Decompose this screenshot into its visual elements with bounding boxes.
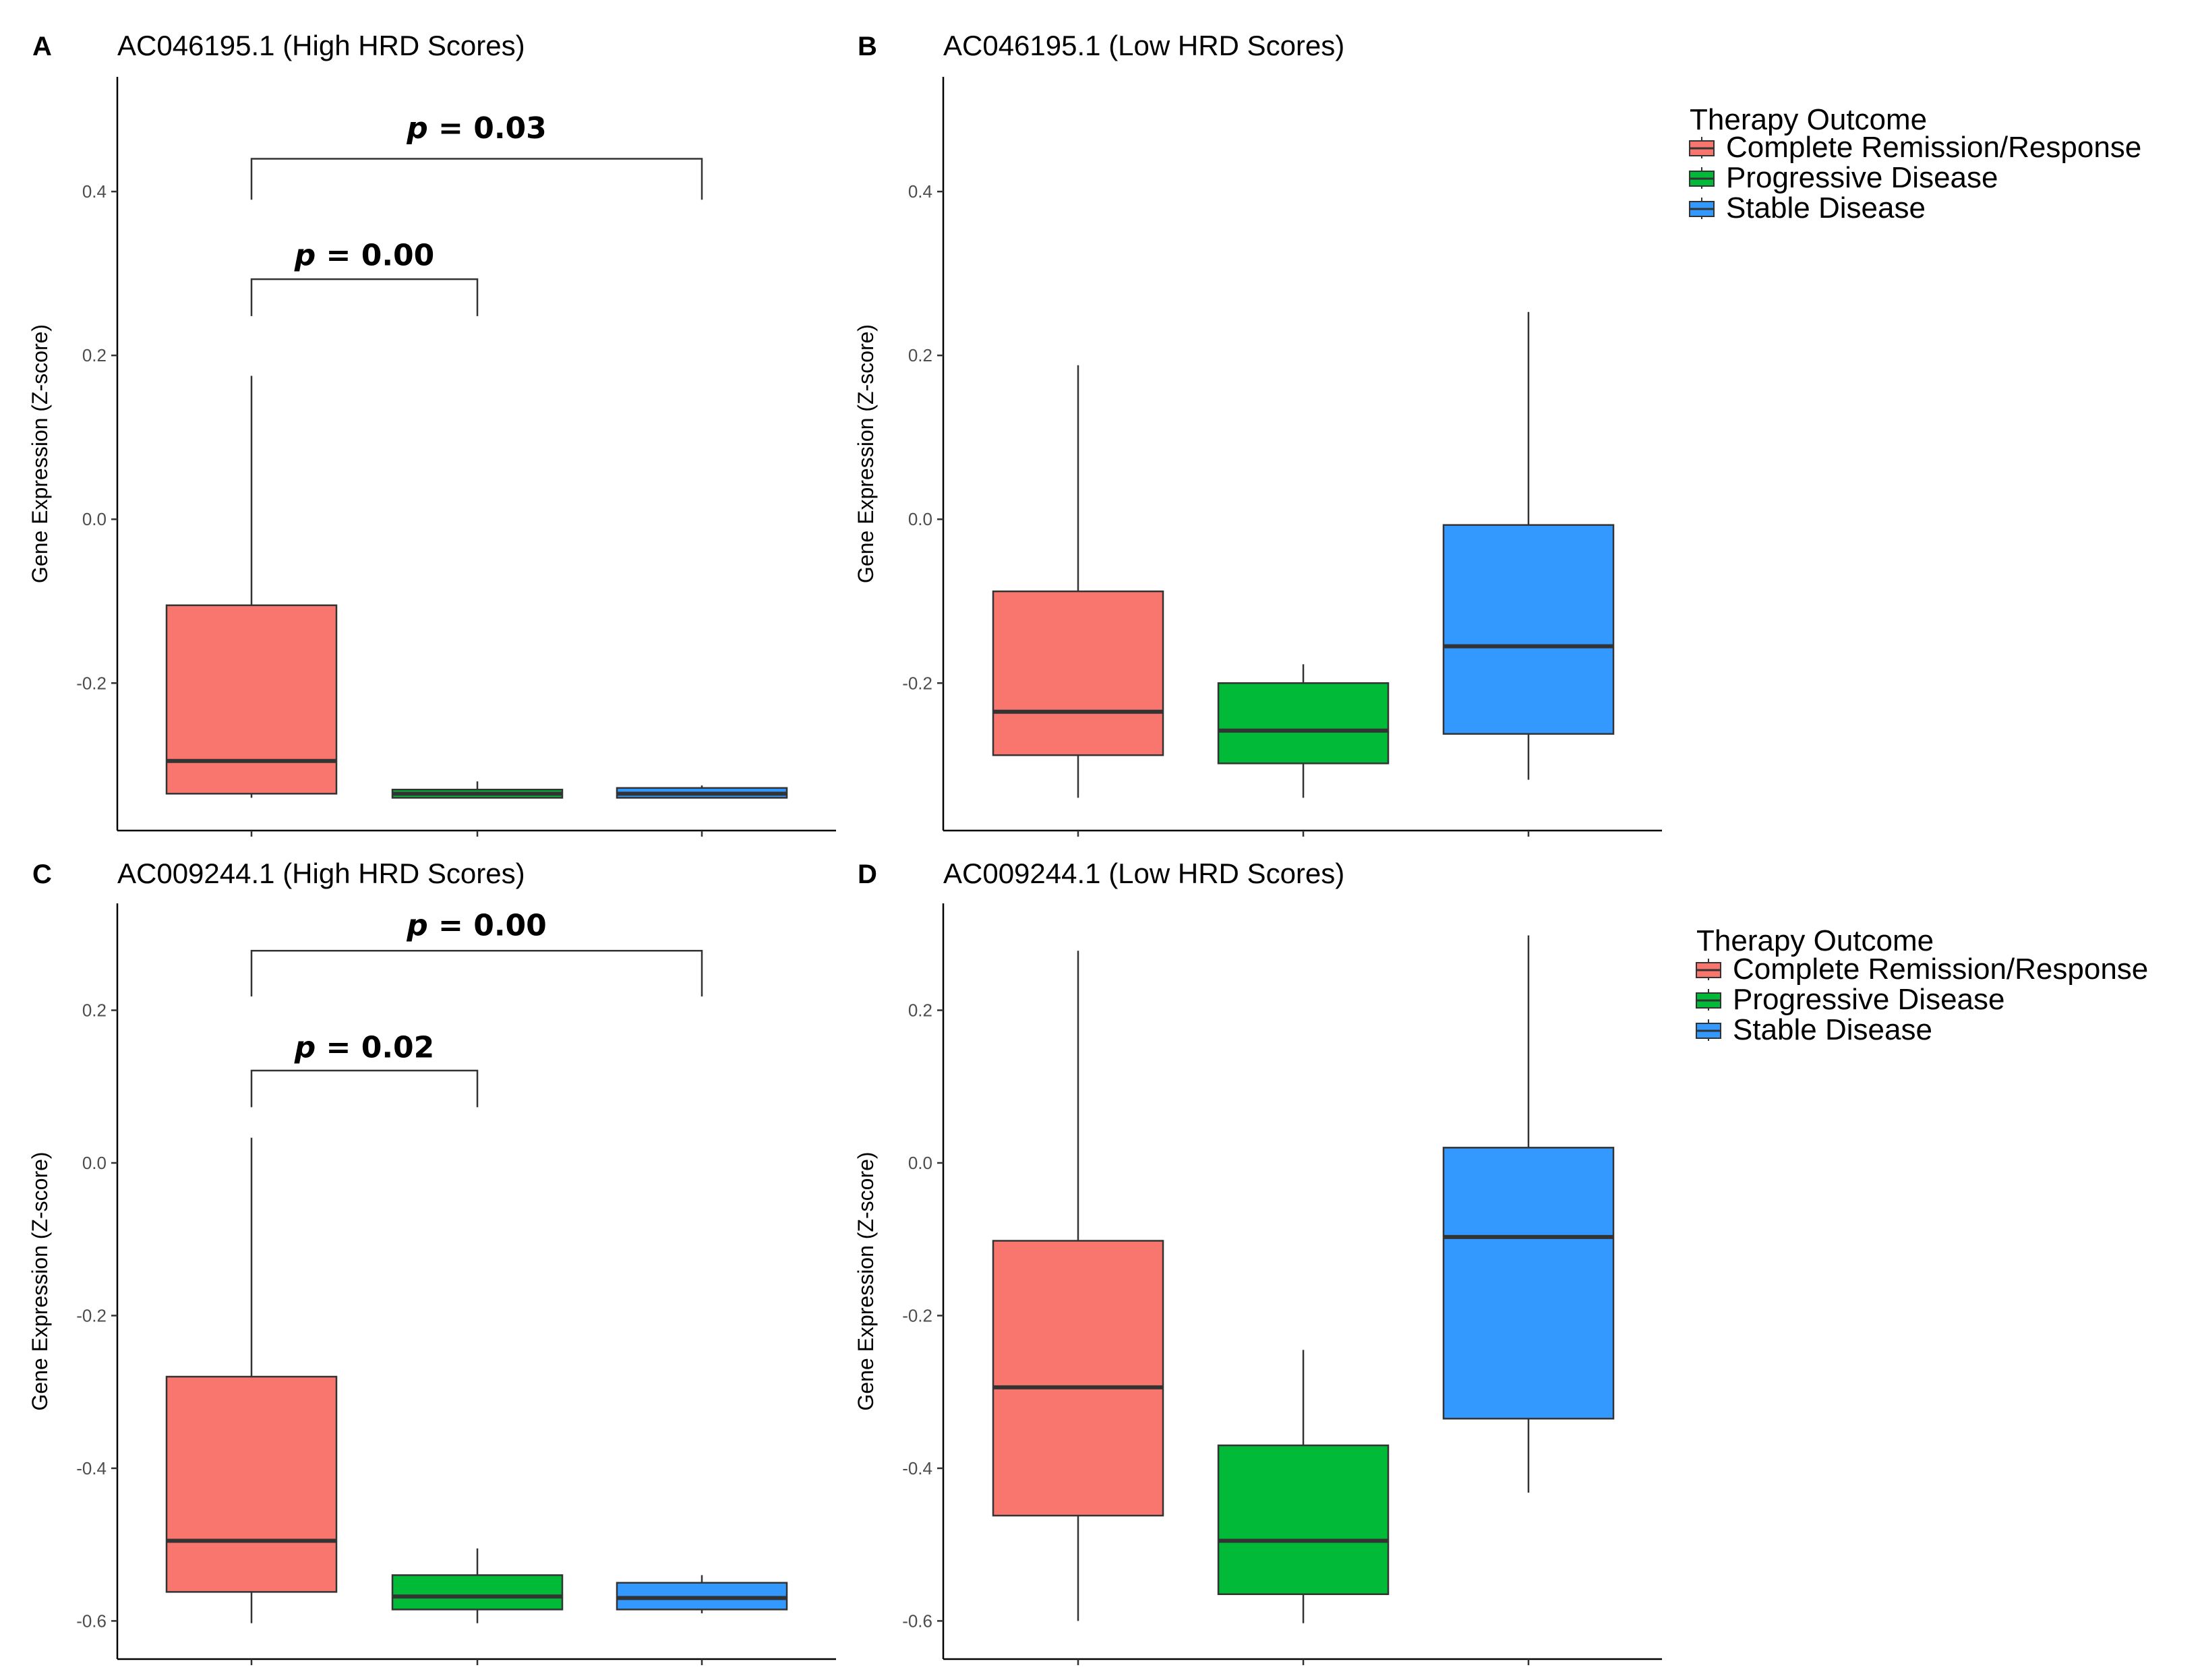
box-body [1217, 682, 1390, 764]
significance-bracket: p = 0.02 [250, 1031, 479, 1108]
y-axis-label: Gene Expression (Z-score) [28, 1151, 52, 1410]
y-tick-label: 0.0 [908, 509, 932, 529]
significance-bracket: p = 0.00 [250, 909, 703, 997]
panel-title: AC009244.1 (Low HRD Scores) [943, 858, 1344, 889]
legend-entry: Stable Disease [1696, 1013, 1932, 1046]
y-tick-label: 0.2 [908, 1000, 932, 1021]
y-tick-label: -0.6 [76, 1611, 107, 1631]
box-complete-remission [165, 1137, 338, 1623]
y-tick-label: 0.4 [82, 181, 107, 202]
panel-title: AC046195.1 (Low HRD Scores) [943, 30, 1344, 61]
y-tick-label: -0.4 [76, 1458, 107, 1478]
legend-entry: Complete Remission/Response [1689, 131, 2141, 164]
y-axis-label: Gene Expression (Z-score) [854, 1151, 878, 1410]
p-value: = 0.02 [316, 1031, 434, 1065]
box-complete-remission [165, 376, 338, 798]
p-symbol: p [406, 111, 428, 146]
panel-title: AC046195.1 (High HRD Scores) [117, 30, 525, 61]
box-body [992, 1240, 1164, 1517]
legend-label: Complete Remission/Response [1726, 131, 2141, 164]
box-complete-remission [992, 951, 1164, 1621]
legend-label: Stable Disease [1726, 191, 1926, 224]
box-stable-disease [616, 785, 788, 799]
panel-c: C AC009244.1 (High HRD Scores) Gene Expres… [28, 858, 836, 1665]
legend-entry: Progressive Disease [1689, 161, 1998, 194]
bracket-line [250, 1069, 479, 1108]
y-tick-label: -0.6 [902, 1611, 932, 1631]
panel-letter: A [32, 32, 52, 61]
p-value: = 0.03 [428, 111, 547, 146]
legend-title: Therapy Outcome [1696, 924, 1934, 957]
y-tick-label: -0.2 [902, 1305, 932, 1325]
panel-letter: B [858, 32, 877, 61]
y-axis-label: Gene Expression (Z-score) [854, 324, 878, 583]
y-tick-label: -0.4 [902, 1458, 932, 1478]
bracket-line [250, 158, 703, 200]
bracket-line [250, 949, 703, 997]
legend-title: Therapy Outcome [1690, 103, 1927, 136]
y-axis-label: Gene Expression (Z-score) [28, 324, 52, 583]
panel-a: A AC046195.1 (High HRD Scores) Gene Expres… [28, 30, 836, 837]
panel-d: D AC009244.1 (Low HRD Scores) Gene Express… [854, 858, 1662, 1665]
box-progressive-disease [1217, 664, 1390, 798]
legend-label: Complete Remission/Response [1733, 953, 2148, 986]
legend-entry: Complete Remission/Response [1696, 953, 2148, 986]
box-body [1442, 1147, 1615, 1420]
box-complete-remission [992, 365, 1164, 798]
y-tick-label: -0.2 [902, 673, 932, 693]
legend-label: Progressive Disease [1733, 983, 2005, 1016]
legend-entry: Progressive Disease [1696, 983, 2005, 1016]
panel-letter: D [858, 860, 877, 889]
p-value-label: p = 0.03 [406, 111, 547, 146]
y-tick-label: 0.2 [908, 345, 932, 365]
y-tick-label: 0.0 [908, 1153, 932, 1173]
significance-bracket: p = 0.00 [250, 239, 479, 316]
p-value-label: p = 0.02 [294, 1031, 435, 1065]
box-body [165, 1375, 338, 1593]
y-tick-label: 0.4 [908, 181, 932, 202]
legend-entry: Stable Disease [1689, 191, 1926, 224]
bracket-line [250, 278, 479, 316]
legend-label: Stable Disease [1733, 1013, 1932, 1046]
box-body [391, 1574, 564, 1611]
y-tick-label: -0.2 [76, 673, 107, 693]
p-symbol: p [406, 909, 428, 943]
y-tick-label: -0.2 [76, 1305, 107, 1325]
y-tick-label: 0.0 [82, 509, 107, 529]
legend-label: Progressive Disease [1726, 161, 1998, 194]
y-tick-label: 0.0 [82, 1153, 107, 1173]
significance-bracket: p = 0.03 [250, 111, 703, 200]
box-body [1217, 1444, 1390, 1596]
box-stable-disease [1442, 935, 1615, 1493]
p-value: = 0.00 [428, 909, 547, 943]
panel-b: B AC046195.1 (Low HRD Scores) Gene Express… [854, 30, 1662, 837]
panel-letter: C [32, 860, 52, 889]
box-stable-disease [616, 1575, 788, 1614]
p-value: = 0.00 [316, 239, 434, 273]
box-progressive-disease [1217, 1350, 1390, 1623]
panel-title: AC009244.1 (High HRD Scores) [117, 858, 525, 889]
p-symbol: p [294, 1031, 316, 1065]
box-progressive-disease [391, 781, 564, 799]
box-body [1442, 524, 1615, 735]
box-stable-disease [1442, 311, 1615, 780]
box-progressive-disease [391, 1548, 564, 1623]
p-value-label: p = 0.00 [406, 909, 547, 943]
box-body [992, 590, 1164, 756]
y-tick-label: 0.2 [82, 345, 107, 365]
y-tick-label: 0.2 [82, 1000, 107, 1021]
p-symbol: p [294, 239, 316, 273]
p-value-label: p = 0.00 [294, 239, 435, 273]
box-body [165, 604, 338, 795]
